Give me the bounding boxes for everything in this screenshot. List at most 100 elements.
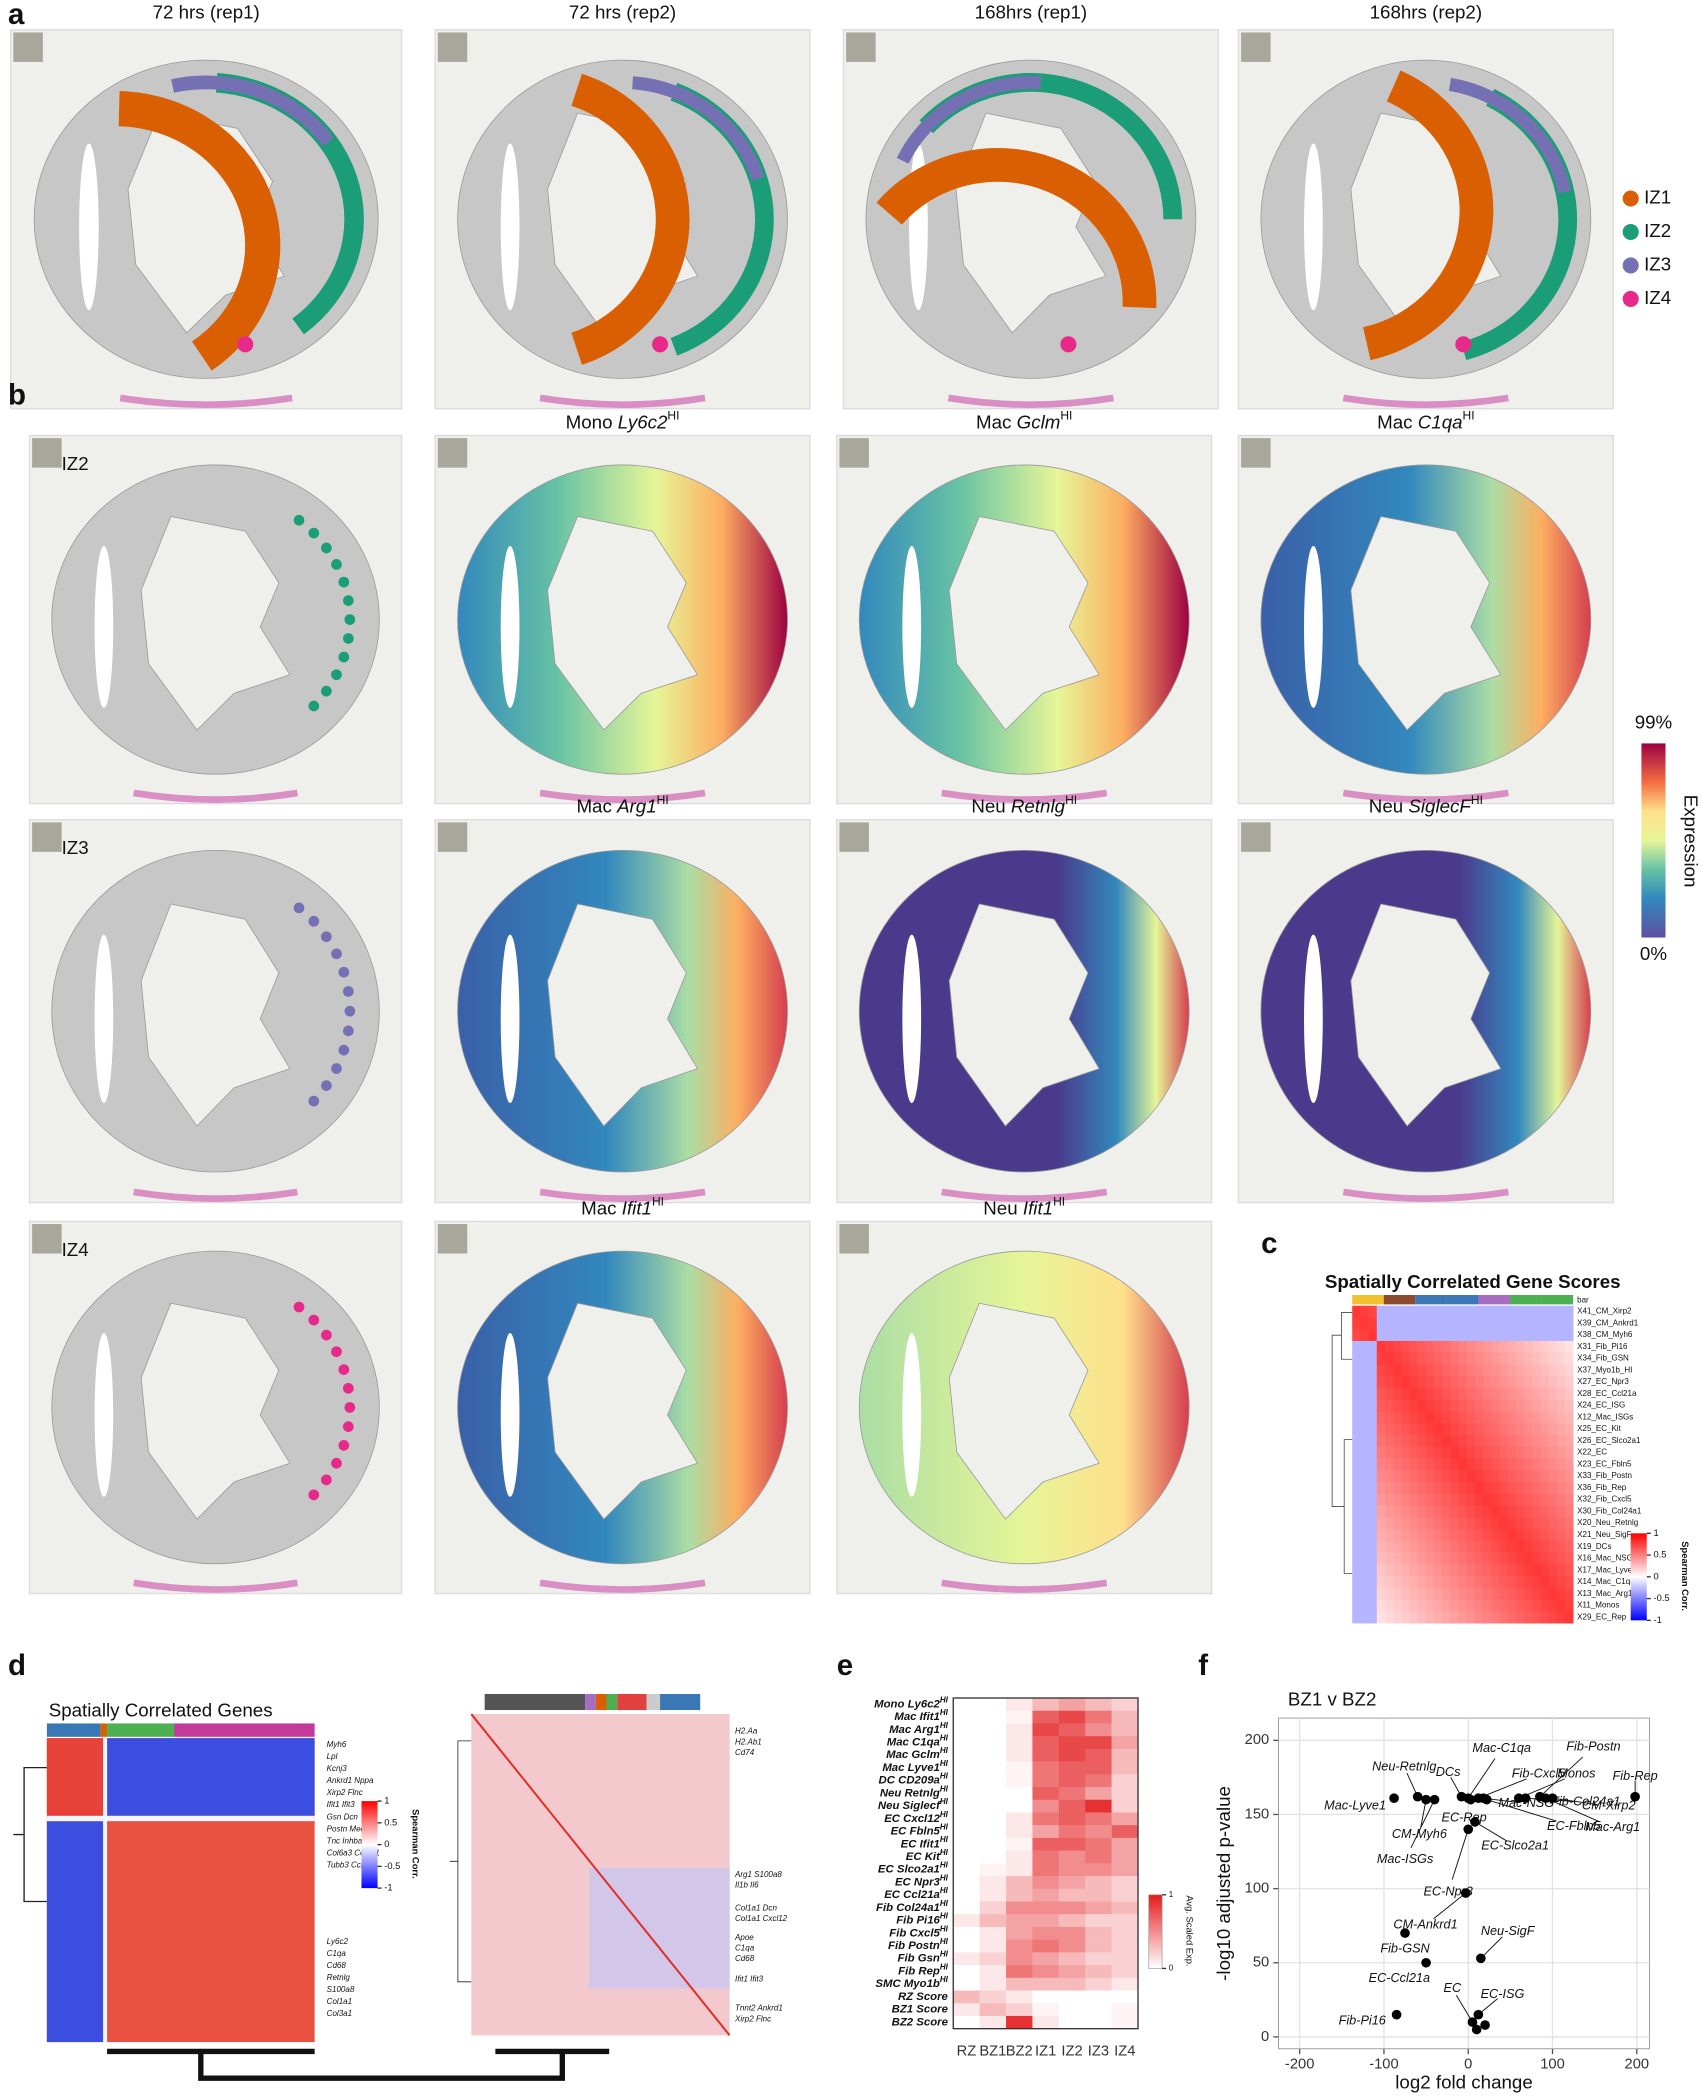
heatmap-image-cell <box>1556 1458 1566 1471</box>
heatmap-image-cell <box>1515 1564 1525 1577</box>
heatmap-cell <box>1085 1977 1112 1991</box>
heatmap-cell <box>1058 2015 1086 2029</box>
row-label: Fib PostnHI <box>888 1937 949 1952</box>
heatmap-image-cell <box>1483 1329 1492 1342</box>
heatmap-image-cell <box>1384 1387 1394 1401</box>
heatmap-cell <box>1111 1888 1139 1902</box>
heatmap-image-cell <box>1507 1611 1517 1624</box>
zone-spot <box>342 633 354 644</box>
colorbar-tick-label: 1 <box>1169 1890 1174 1899</box>
heatmap-image-cell <box>1401 1376 1410 1389</box>
zone-region <box>1448 77 1572 194</box>
heatmap-image-cell <box>1564 1458 1574 1471</box>
tissue-section <box>1260 464 1592 775</box>
heatmap-image-cell <box>1417 1481 1427 1495</box>
heatmap-image-cell <box>1368 1470 1378 1483</box>
heatmap-image-cell <box>1540 1399 1549 1412</box>
zone-spot <box>308 1489 320 1501</box>
zone-spot <box>338 1439 350 1451</box>
title-cell: Mac <box>1377 411 1412 432</box>
heatmap-cell <box>1006 1914 1033 1928</box>
heatmap-image-cell <box>1548 1517 1558 1530</box>
tissue-slit <box>1304 143 1323 311</box>
heatmap-image-cell <box>1417 1458 1427 1471</box>
heatmap-image-cell <box>1466 1340 1476 1354</box>
heatmap-cell <box>1111 2015 1139 2029</box>
heatmap-image-cell <box>1532 1517 1541 1530</box>
heatmap-image-cell <box>1442 1587 1451 1600</box>
heatmap-image-cell <box>1360 1399 1369 1412</box>
heatmap-image-cell <box>1466 1352 1476 1365</box>
valve-tissue <box>1342 789 1509 803</box>
panel-title: 72 hrs (rep2) <box>569 2 676 23</box>
heatmap-image-cell <box>1540 1540 1549 1553</box>
heatmap-image-cell <box>1483 1352 1492 1365</box>
heatmap-image-cell <box>1515 1470 1525 1483</box>
heatmap-image-cell <box>1425 1340 1435 1354</box>
heatmap-cell <box>1111 1977 1139 1991</box>
heatmap-image-cell <box>1442 1599 1451 1612</box>
legend-swatch <box>1622 290 1639 307</box>
row-label: X38_CM_Myh6 <box>1577 1330 1633 1339</box>
heatmap-cell <box>1085 1939 1112 1953</box>
heatmap-image-cell <box>1499 1493 1509 1506</box>
heatmap-image-cell <box>1393 1340 1402 1354</box>
point <box>1481 1794 1492 1805</box>
heatmap-image-cell <box>1450 1423 1459 1436</box>
heatmap-image-cell <box>1360 1305 1369 1318</box>
heatmap-image-cell <box>1384 1364 1394 1377</box>
heatmap-cell <box>1006 1748 1033 1762</box>
fiducial <box>846 32 876 62</box>
heatmap-image-cell <box>1442 1564 1451 1577</box>
heatmap-image-cell <box>1532 1529 1541 1542</box>
heatmap-image-cell <box>1360 1564 1369 1577</box>
heatmap-image-cell <box>1417 1340 1427 1354</box>
point-label: EC <box>1444 1980 1462 1995</box>
heatmap-cell <box>953 1812 980 1826</box>
heatmap-image-cell <box>1409 1340 1419 1354</box>
row-name: EC Slco2a1 <box>878 1864 940 1876</box>
point-label: Fib-Pi16 <box>1339 2013 1387 2028</box>
heatmap-cell <box>1058 1876 1086 1890</box>
heatmap-image-cell <box>1417 1317 1427 1330</box>
heatmap-image-cell <box>1450 1540 1459 1553</box>
gene-label: Arg1 S100a8 <box>734 1870 782 1879</box>
row-sup: HI <box>940 1746 949 1755</box>
colorbar-tick-label: 0.5 <box>1653 1550 1666 1560</box>
zone-spot <box>338 1364 350 1375</box>
heatmap-image-cell <box>1540 1481 1549 1495</box>
heatmap-image-cell <box>1352 1505 1361 1518</box>
row-label: X37_Myo1b_HI <box>1577 1365 1632 1374</box>
gene-label: Il1b Il6 <box>735 1881 759 1890</box>
tissue-section <box>858 850 1190 1173</box>
heatmap-cell <box>953 1710 980 1724</box>
heatmap-image-cell <box>1368 1340 1378 1354</box>
heatmap-image-cell <box>1532 1493 1541 1506</box>
gene-label: Tnc Inhba <box>327 1836 363 1845</box>
heatmap-image-cell <box>1376 1387 1386 1401</box>
heatmap-cell <box>1032 1812 1060 1826</box>
heatmap-image-cell <box>1393 1540 1402 1553</box>
heatmap-image-cell <box>1401 1340 1410 1354</box>
heatmap-cell <box>1032 1939 1060 1953</box>
heatmap-image-cell <box>1524 1493 1533 1506</box>
heatmap-image-cell <box>1507 1564 1517 1577</box>
heatmap-image-cell <box>1499 1470 1509 1483</box>
heatmap-cell <box>1085 1761 1112 1775</box>
heatmap-image-cell <box>1368 1493 1378 1506</box>
gene-label: C1qa <box>735 1943 755 1952</box>
heatmap-cell <box>1111 1914 1139 1928</box>
heatmap-image-cell <box>1409 1587 1419 1600</box>
heatmap-image-cell <box>1515 1411 1525 1424</box>
group-bar <box>646 1693 661 1711</box>
point-label: EC-Npr3 <box>1423 1884 1472 1899</box>
heatmap-image-cell <box>1434 1587 1443 1600</box>
heatmap-image-cell <box>1450 1387 1459 1401</box>
heatmap-image-cell <box>1483 1540 1492 1553</box>
heatmap-image-cell <box>1556 1387 1566 1401</box>
heatmap-image-cell <box>1393 1505 1402 1518</box>
heatmap-cell <box>1058 1926 1086 1940</box>
heatmap-image-cell <box>1483 1611 1492 1624</box>
heatmap-image-cell <box>1564 1599 1574 1612</box>
